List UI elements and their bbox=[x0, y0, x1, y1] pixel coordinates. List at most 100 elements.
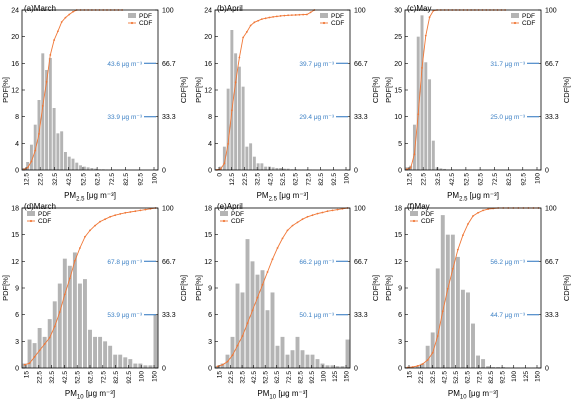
cdf-point bbox=[260, 18, 263, 21]
percentile-label: 67.8 μg m⁻³ bbox=[107, 259, 142, 266]
pdf-bar bbox=[226, 88, 230, 170]
pdf-bar bbox=[118, 354, 123, 368]
cdf-point bbox=[421, 363, 424, 365]
x-axis-label-sub: 10 bbox=[460, 395, 467, 401]
cdf-point bbox=[53, 325, 56, 328]
pdf-bar bbox=[37, 328, 42, 368]
cdf-point bbox=[251, 309, 254, 312]
y-tick-label: 9 bbox=[398, 286, 402, 293]
legend-pdf-swatch bbox=[27, 211, 35, 216]
legend-pdf-label: PDF bbox=[139, 13, 152, 20]
percentile-label: 31.7 μg m⁻³ bbox=[490, 61, 525, 68]
cdf-tick-label: 66.7 bbox=[162, 61, 176, 68]
pdf-bar bbox=[27, 339, 32, 368]
cdf-point bbox=[68, 13, 71, 16]
cdf-point bbox=[26, 166, 29, 169]
cdf-point bbox=[272, 15, 275, 18]
pdf-bar bbox=[220, 363, 225, 368]
y-tick-label: 18 bbox=[204, 206, 212, 213]
y-tick-label: 0 bbox=[208, 168, 212, 175]
pdf-bar bbox=[113, 354, 118, 368]
x-tick-label: 52.5 bbox=[463, 173, 470, 186]
pdf-bar bbox=[82, 279, 87, 368]
pdf-bar bbox=[90, 168, 94, 170]
cdf-point bbox=[53, 39, 56, 41]
cdf-point bbox=[30, 160, 33, 163]
cdf-point bbox=[456, 248, 459, 251]
cdf-tick-label: 0 bbox=[354, 366, 358, 373]
pdf-bar bbox=[440, 215, 445, 368]
y-tick-label: 6 bbox=[398, 312, 402, 319]
chart-panel: 0 3 6 9 12 15 18 0 33.3 66.7 100 15 22.5 32.5 42.5 52.5… bbox=[1, 202, 188, 401]
x-tick-label: 12.5 bbox=[229, 173, 236, 186]
cdf-point bbox=[72, 10, 74, 13]
pdf-bar bbox=[103, 341, 108, 368]
y-tick-label: 12 bbox=[11, 259, 19, 266]
cdf-point bbox=[38, 349, 41, 352]
cdf-tick-label: 100 bbox=[162, 206, 174, 213]
x-tick-label: 22.5 bbox=[242, 173, 249, 186]
cdf-point bbox=[245, 31, 248, 33]
y-tick-label: 24 bbox=[204, 8, 212, 15]
y-tick-label: 6 bbox=[208, 312, 212, 319]
cdf-point bbox=[41, 104, 44, 107]
x-tick-label: 62.5 bbox=[95, 173, 102, 186]
legend-cdf-label: CDF bbox=[331, 20, 344, 27]
legend-cdf-label: CDF bbox=[421, 218, 434, 225]
cdf-point bbox=[436, 335, 439, 337]
cdf-point bbox=[417, 113, 420, 116]
pdf-bar bbox=[295, 336, 300, 368]
legend-cdf-label: CDF bbox=[231, 218, 244, 225]
x-tick-label: 32.5 bbox=[255, 173, 262, 186]
x-tick-label: 42.5 bbox=[66, 173, 73, 186]
pdf-bar bbox=[22, 363, 27, 368]
cdf-point bbox=[28, 362, 31, 365]
y-tick-label: 5 bbox=[398, 141, 402, 148]
y-tick-label: 12 bbox=[204, 259, 212, 266]
cdf-point bbox=[321, 211, 324, 214]
y-axis-label-left: PDF[%] bbox=[194, 77, 203, 103]
y-tick-label: 15 bbox=[394, 232, 402, 239]
cdf-point bbox=[144, 208, 147, 211]
y-axis-label-right: CDF[%] bbox=[562, 275, 571, 301]
pdf-bar bbox=[237, 66, 241, 170]
chart-panel: 0 3 6 9 12 15 18 0 33.3 66.7 100 15 22.5 32.5 42.5 52.5… bbox=[194, 202, 380, 401]
cdf-point bbox=[119, 213, 122, 215]
pdf-bar bbox=[345, 339, 350, 368]
y-axis-label-left: PDF[%] bbox=[1, 77, 10, 103]
y-axis-label-left: PDF[%] bbox=[1, 275, 10, 301]
cdf-point bbox=[309, 11, 312, 14]
pdf-bar bbox=[94, 168, 98, 170]
cdf-point bbox=[109, 215, 112, 218]
pdf-bar bbox=[108, 345, 113, 368]
pdf-bar bbox=[57, 283, 62, 368]
x-tick-label: 92.5 bbox=[331, 173, 338, 186]
x-tick-label: 15 bbox=[217, 371, 224, 379]
cdf-point bbox=[409, 167, 412, 169]
x-tick-label: 100 bbox=[511, 371, 518, 382]
y-tick-label: 9 bbox=[15, 286, 19, 293]
x-tick-label: 52.5 bbox=[453, 371, 460, 384]
x-axis-label-unit: [μg m⁻³] bbox=[467, 389, 499, 398]
cdf-point bbox=[301, 218, 304, 221]
x-tick-label: 100 bbox=[152, 173, 159, 184]
legend-pdf-swatch bbox=[128, 13, 136, 18]
pdf-bar bbox=[153, 314, 158, 368]
cdf-point bbox=[48, 336, 51, 339]
pdf-bar bbox=[310, 354, 315, 368]
cdf-point bbox=[287, 14, 290, 17]
pdf-bar bbox=[256, 163, 260, 170]
y-tick-label: 20 bbox=[394, 61, 402, 68]
pdf-bar bbox=[79, 165, 83, 170]
pdf-bar bbox=[230, 336, 235, 368]
legend-pdf-swatch bbox=[320, 13, 328, 18]
pdf-bar bbox=[52, 108, 56, 170]
pdf-bar bbox=[41, 53, 45, 171]
y-tick-label: 18 bbox=[11, 206, 19, 213]
cdf-point bbox=[242, 36, 245, 39]
cdf-point bbox=[316, 212, 319, 215]
x-tick-label: 42.5 bbox=[251, 371, 258, 384]
x-tick-label: 92.5 bbox=[126, 371, 133, 384]
y-tick-label: 8 bbox=[15, 114, 19, 121]
y-axis-label-right: CDF[%] bbox=[179, 77, 188, 103]
